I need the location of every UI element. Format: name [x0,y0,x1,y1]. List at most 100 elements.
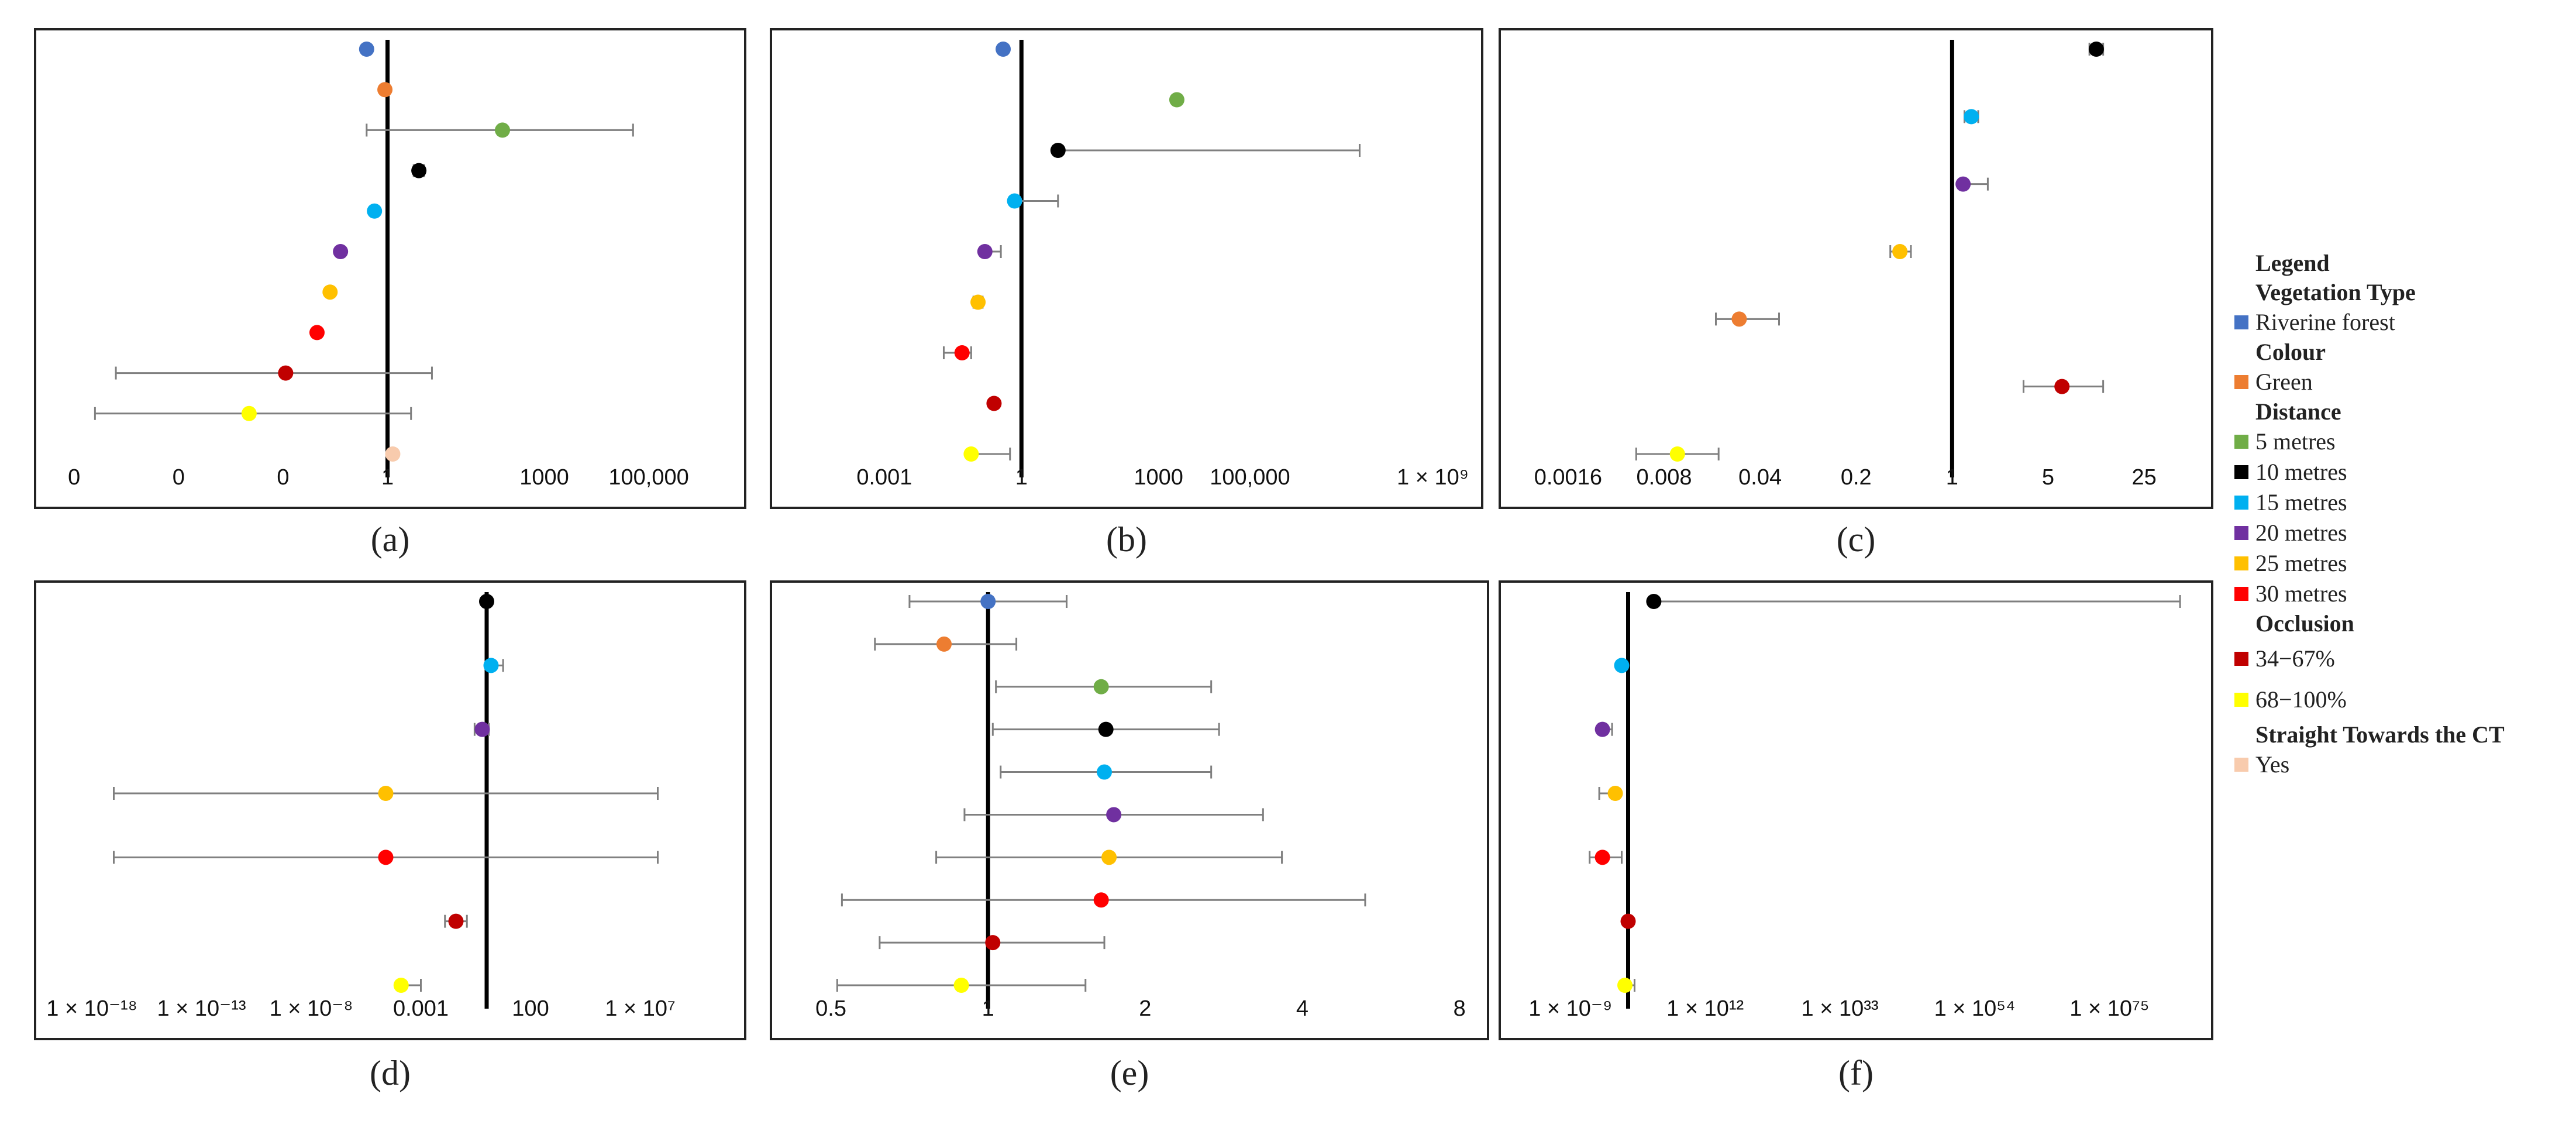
caption-f: (f) [1838,1054,1874,1092]
legend-swatch [2234,526,2248,540]
estimate-point [1594,721,1610,737]
forest-plot-d: 1 × 10⁻¹⁸ 1 × 10⁻¹³ 1 × 10⁻⁸ 0.001 100 1 × 10… [34,580,746,1040]
forest-plot-c-svg: 0.0016 0.008 0.04 0.2 1 5 25 [1534,40,2157,490]
tick-label: 0.008 [1636,465,1692,490]
tick-label: 1 [1015,465,1028,490]
forest-plot-b: 0.001 1 1000 100,000 1 × 10⁹ [770,28,1483,509]
estimate-point [996,42,1011,57]
estimate-point [1964,109,1979,125]
tick-label: 1 × 10¹² [1666,996,1744,1021]
legend-item-label: 30 metres [2255,580,2347,607]
estimate-point [1731,311,1747,327]
tick-label: 1 × 10³³ [1802,996,1879,1021]
legend-item-label: 10 metres [2255,459,2347,485]
legend-heading-straight: Straight Towards the CT [2255,721,2505,748]
estimate-point [1617,978,1633,993]
estimate-point [1098,721,1114,737]
estimate-point [1607,786,1623,801]
legend-item-green: Green [2234,367,2562,397]
legend-title: Legend [2255,250,2330,276]
estimate-point [479,594,494,609]
legend-heading-occlusion: Occlusion [2255,610,2354,637]
estimate-point [495,122,511,138]
legend-swatch [2234,556,2248,570]
legend-item-yes: Yes [2234,749,2562,780]
tick-label: 1 [1946,465,1958,490]
forest-plot-e-svg: 0.5 1 2 4 8 [815,592,1466,1021]
legend-item-riverine-forest: Riverine forest [2234,307,2562,338]
estimate-point [985,935,1001,951]
estimate-point [1093,679,1109,694]
estimate-point [322,284,338,300]
tick-label: 0.04 [1738,465,1782,490]
tick-label: 0 [277,465,289,490]
legend-swatch [2234,587,2248,601]
tick-label: 1 × 10⁵⁴ [1934,996,2016,1021]
estimate-point [474,721,490,737]
legend-swatch [2234,435,2248,449]
forest-plot-f-svg: 1 × 10⁻⁹ 1 × 10¹² 1 × 10³³ 1 × 10⁵⁴ 1 × 10⁷⁵ [1528,592,2181,1021]
legend-swatch [2234,465,2248,479]
estimate-point [1646,594,1662,609]
legend-heading-distance: Distance [2255,398,2341,425]
tick-label: 8 [1454,996,1466,1021]
estimate-point [309,325,325,341]
legend-item-label: 5 metres [2255,428,2336,455]
legend-item-label: 25 metres [2255,550,2347,576]
tick-label: 1 × 10⁻¹⁸ [46,996,137,1021]
legend-item-label: Green [2255,369,2313,395]
estimate-point [1007,193,1022,209]
estimate-point [377,82,393,98]
legend-item-label: 34−67% [2255,645,2335,672]
legend-heading-colour: Colour [2255,339,2326,365]
forest-plot-c: 0.0016 0.008 0.04 0.2 1 5 25 [1499,28,2213,509]
estimate-point [2088,42,2104,57]
estimate-point [385,446,401,462]
estimate-point [378,786,394,801]
estimate-point [241,405,257,421]
caption-c: (c) [1836,520,1876,559]
legend: Legend Vegetation Type Riverine forest C… [2234,249,2562,780]
forest-plot-d-svg: 1 × 10⁻¹⁸ 1 × 10⁻¹³ 1 × 10⁻⁸ 0.001 100 1 × 10… [46,592,676,1021]
forest-plot-a-svg: 0 0 0 1 1000 100,000 [68,40,689,490]
tick-label: 5 [2042,465,2054,490]
estimate-point [1106,807,1122,823]
estimate-point [367,203,383,219]
tick-label: 100 [512,996,549,1021]
estimate-point [393,978,409,993]
tick-label: 1 × 10⁷ [605,996,675,1021]
tick-label: 1 × 10⁻⁹ [1528,996,1612,1021]
legend-swatch [2234,496,2248,510]
estimate-point [986,396,1002,411]
estimate-point [1594,850,1610,865]
estimate-point [1050,143,1066,158]
legend-item-30-metres: 30 metres [2234,579,2562,609]
tick-label: 1 [381,465,394,490]
estimate-point [278,365,294,381]
estimate-point [2054,379,2070,394]
tick-label: 0 [68,465,80,490]
tick-label: 0.001 [856,465,912,490]
caption-a: (a) [370,520,410,559]
caption-e: (e) [1110,1054,1149,1092]
tick-label: 1 × 10⁻¹³ [157,996,246,1021]
legend-swatch [2234,758,2248,772]
forest-plot-f: 1 × 10⁻⁹ 1 × 10¹² 1 × 10³³ 1 × 10⁵⁴ 1 × 10⁷⁵ [1499,580,2213,1040]
tick-label: 0 [173,465,185,490]
estimate-point [980,594,996,609]
estimate-point [1097,764,1113,780]
legend-item-label: 20 metres [2255,520,2347,546]
estimate-point [411,163,427,178]
tick-label: 0.2 [1841,465,1872,490]
estimate-point [359,42,374,57]
legend-item-10-metres: 10 metres [2234,457,2562,487]
tick-label: 100,000 [608,465,688,490]
estimate-point [936,636,952,652]
tick-label: 100,000 [1210,465,1290,490]
forest-plot-b-svg: 0.001 1 1000 100,000 1 × 10⁹ [856,40,1469,490]
legend-item-label: Yes [2255,751,2290,778]
tick-label: 1 × 10⁷⁵ [2069,996,2149,1021]
estimate-point [953,978,969,993]
estimate-point [483,658,499,673]
estimate-point [1620,913,1636,929]
